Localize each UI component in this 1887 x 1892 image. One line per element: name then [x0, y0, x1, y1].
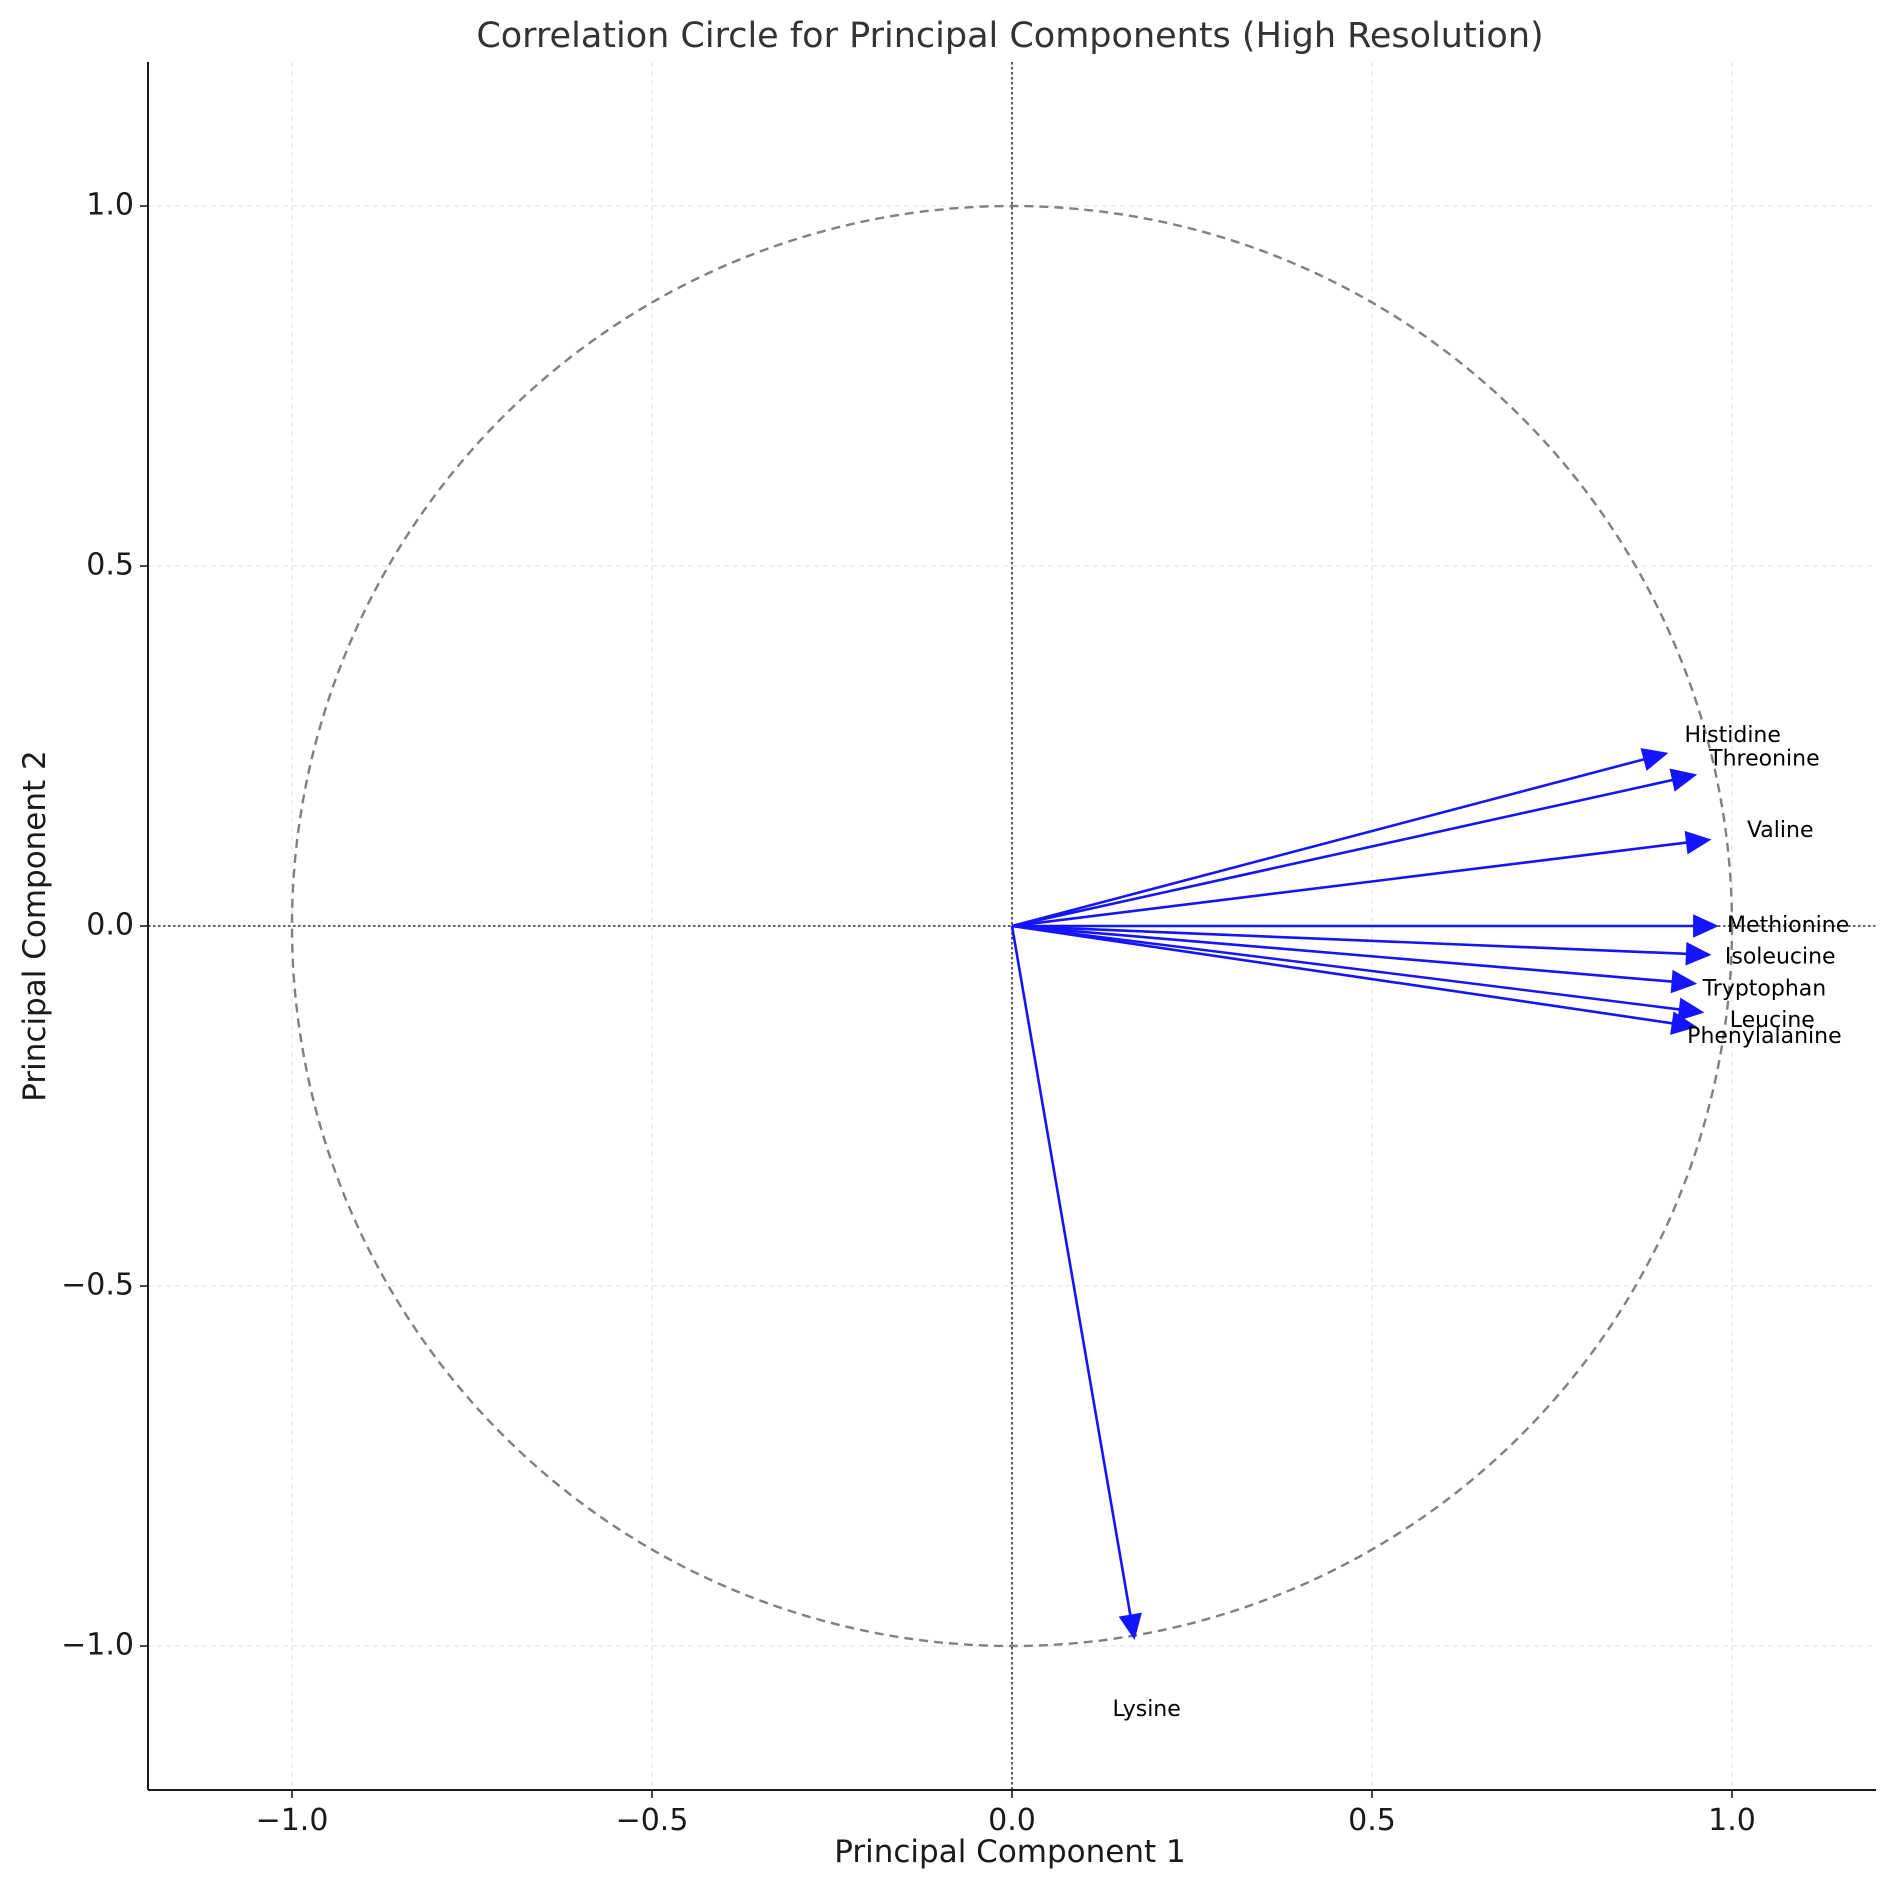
- vector-label-lysine: Lysine: [1112, 1697, 1180, 1722]
- vector-arrowhead-leucine: [1677, 997, 1705, 1022]
- vector-arrowhead-lysine: [1118, 1612, 1142, 1640]
- axes: [140, 62, 1876, 1798]
- y-tick-label: 0.5: [86, 548, 134, 583]
- x-axis-title: Principal Component 1: [834, 1834, 1186, 1870]
- y-tick-label: 1.0: [86, 188, 134, 223]
- x-tick-label: 1.0: [1708, 1803, 1756, 1838]
- vector-arrowhead-phenylalanine: [1670, 1011, 1698, 1035]
- vector-label-phenylalanine: Phenylalanine: [1687, 1024, 1841, 1049]
- unit-circle-layer: [290, 204, 1734, 1648]
- vector-line-tryptophan: [1011, 924, 1673, 983]
- vector-arrowhead-histidine: [1640, 748, 1669, 771]
- y-tick-label: −0.5: [61, 1268, 134, 1303]
- x-tick-label: −1.0: [256, 1803, 329, 1838]
- vector-arrowhead-valine: [1684, 830, 1712, 855]
- vector-arrowhead-isoleucine: [1685, 941, 1712, 966]
- vector-line-phenylalanine: [1011, 924, 1673, 1025]
- vector-label-threonine: Threonine: [1708, 747, 1819, 772]
- vector-label-tryptophan: Tryptophan: [1702, 976, 1827, 1001]
- unit-circle: [290, 204, 1734, 1648]
- vector-label-leucine: Leucine: [1730, 1008, 1815, 1033]
- x-tick-label: 0.0: [988, 1803, 1036, 1838]
- vector-label-isoleucine: Isoleucine: [1725, 945, 1836, 970]
- vector-line-leucine: [1011, 924, 1680, 1011]
- vector-line-isoleucine: [1011, 924, 1687, 956]
- x-tick-label: −0.5: [616, 1803, 689, 1838]
- y-tick-label: 0.0: [86, 908, 134, 943]
- vector-line-lysine: [1010, 925, 1132, 1616]
- vector-line-histidine: [1011, 758, 1645, 928]
- x-tick-label: 0.5: [1348, 1803, 1396, 1838]
- vector-label-methionine: Methionine: [1727, 913, 1849, 938]
- vector-arrowhead-methionine: [1693, 914, 1719, 938]
- vector-arrowhead-threonine: [1669, 768, 1698, 792]
- tick-labels: −1.0 −0.5 0.0 0.5 1.0 −1.0 −0.5 0.0 0.5 1.0: [61, 188, 1756, 1839]
- y-tick-label: −1.0: [61, 1628, 134, 1663]
- vector-line-threonine: [1011, 778, 1673, 928]
- vector-label-histidine: Histidine: [1685, 723, 1781, 748]
- chart-title: Correlation Circle for Principal Compone…: [476, 16, 1543, 56]
- vector-line-valine: [1011, 841, 1687, 928]
- vector-arrowhead-tryptophan: [1670, 969, 1698, 994]
- vector-label-valine: Valine: [1747, 818, 1814, 843]
- y-axis-title: Principal Component 2: [17, 750, 53, 1102]
- vector-arrows: [1010, 748, 1719, 1640]
